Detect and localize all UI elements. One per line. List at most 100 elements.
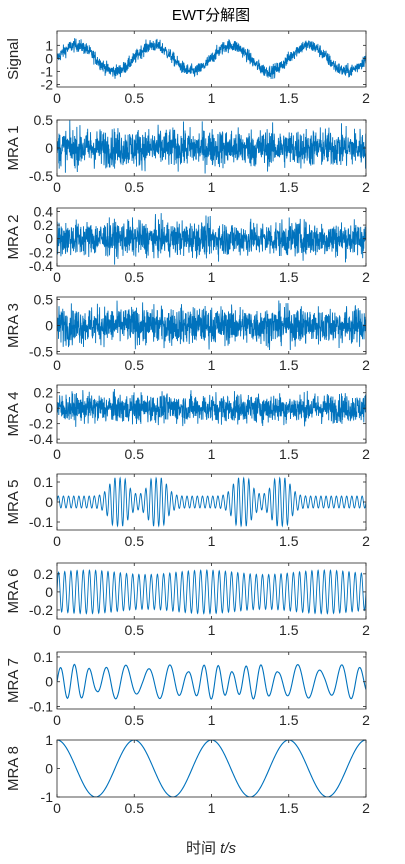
x-tick-label: 0.5 bbox=[125, 533, 145, 549]
y-tick-label: 0.2 bbox=[34, 385, 54, 401]
y-tick-label: -0.5 bbox=[29, 343, 53, 359]
y-tick-label: 0 bbox=[45, 140, 53, 156]
y-tick-label: -1 bbox=[41, 63, 54, 79]
x-tick-label: 1.5 bbox=[279, 533, 299, 549]
x-tick-label: 0 bbox=[53, 179, 61, 195]
y-tick-label: 0 bbox=[45, 50, 53, 66]
x-tick-label: 0.5 bbox=[125, 800, 145, 816]
x-tick-label: 1.5 bbox=[279, 179, 299, 195]
x-tick-label: 0 bbox=[53, 712, 61, 728]
x-tick-label: 2 bbox=[362, 357, 370, 373]
x-tick-label: 1.5 bbox=[279, 357, 299, 373]
axes-box bbox=[56, 651, 367, 710]
x-tick-label: 0.5 bbox=[125, 269, 145, 285]
y-tick-label: 0.2 bbox=[34, 217, 54, 233]
figure-xlabel-var: t/s bbox=[220, 840, 236, 857]
figure-title: EWT分解图 bbox=[172, 7, 250, 24]
x-tick-label: 0 bbox=[53, 446, 61, 462]
y-tick-label: 0 bbox=[45, 674, 53, 690]
y-axis-label: MRA 3 bbox=[5, 303, 22, 348]
x-tick-label: 2 bbox=[362, 446, 370, 462]
x-tick-label: 0.5 bbox=[125, 712, 145, 728]
y-tick-label: 0.1 bbox=[34, 474, 54, 490]
x-tick-label: 1 bbox=[208, 712, 216, 728]
x-tick-label: 2 bbox=[362, 90, 370, 106]
series-line-8 bbox=[57, 663, 366, 700]
y-axis-label: Signal bbox=[5, 38, 22, 80]
x-tick-label: 1 bbox=[208, 179, 216, 195]
y-tick-label: -0.2 bbox=[29, 416, 53, 432]
y-tick-label: -0.1 bbox=[29, 514, 53, 530]
series-line-6 bbox=[57, 476, 366, 528]
y-axis-label: MRA 5 bbox=[5, 479, 22, 524]
y-axis-label: MRA 1 bbox=[5, 125, 22, 170]
series-line-5 bbox=[57, 388, 366, 427]
series-line-9 bbox=[57, 740, 366, 797]
x-tick-label: 1 bbox=[208, 90, 216, 106]
y-tick-label: -1 bbox=[41, 789, 54, 805]
y-tick-label: 0 bbox=[45, 400, 53, 416]
y-axis-label: MRA 8 bbox=[5, 746, 22, 791]
y-axis-label: MRA 2 bbox=[5, 214, 22, 259]
x-tick-label: 0 bbox=[53, 533, 61, 549]
x-tick-label: 1.5 bbox=[279, 622, 299, 638]
x-tick-label: 1 bbox=[208, 533, 216, 549]
y-tick-label: -0.1 bbox=[29, 699, 53, 715]
y-tick-label: 1 bbox=[45, 732, 53, 748]
y-tick-label: 0.5 bbox=[34, 112, 54, 128]
x-tick-label: 0 bbox=[53, 622, 61, 638]
x-tick-label: 1.5 bbox=[279, 446, 299, 462]
figure-xlabel-text: 时间 bbox=[186, 840, 220, 857]
x-tick-label: 1.5 bbox=[279, 269, 299, 285]
y-tick-label: -0.4 bbox=[29, 431, 53, 447]
y-tick-label: 0 bbox=[45, 494, 53, 510]
y-tick-label: 0 bbox=[45, 584, 53, 600]
y-axis-label: MRA 4 bbox=[5, 391, 22, 436]
y-tick-label: 0.5 bbox=[34, 292, 54, 308]
x-tick-label: 2 bbox=[362, 533, 370, 549]
x-tick-label: 1 bbox=[208, 357, 216, 373]
y-tick-label: -2 bbox=[41, 76, 54, 92]
x-tick-label: 2 bbox=[362, 179, 370, 195]
y-tick-label: 0 bbox=[45, 231, 53, 247]
x-tick-label: 0 bbox=[53, 269, 61, 285]
x-tick-label: 0 bbox=[53, 90, 61, 106]
y-tick-label: -0.4 bbox=[29, 258, 53, 274]
x-tick-label: 1 bbox=[208, 269, 216, 285]
series-line-3 bbox=[57, 213, 366, 265]
series-line-7 bbox=[57, 569, 366, 615]
y-tick-label: -0.5 bbox=[29, 168, 53, 184]
x-tick-label: 0.5 bbox=[125, 357, 145, 373]
x-tick-label: 0.5 bbox=[125, 179, 145, 195]
y-axis-label: MRA 6 bbox=[5, 568, 22, 613]
y-tick-label: -0.2 bbox=[29, 602, 53, 618]
y-tick-label: 0.1 bbox=[34, 649, 54, 665]
x-tick-label: 1 bbox=[208, 622, 216, 638]
y-tick-label: 0 bbox=[45, 318, 53, 334]
x-tick-label: 0.5 bbox=[125, 446, 145, 462]
x-tick-label: 0 bbox=[53, 357, 61, 373]
y-tick-label: 0 bbox=[45, 761, 53, 777]
x-tick-label: 2 bbox=[362, 712, 370, 728]
x-tick-label: 1 bbox=[208, 446, 216, 462]
y-tick-label: 0.2 bbox=[34, 566, 54, 582]
figure-xlabel: 时间 t/s bbox=[186, 840, 237, 857]
axes-box bbox=[56, 739, 367, 798]
x-tick-label: 1.5 bbox=[279, 712, 299, 728]
x-tick-label: 0 bbox=[53, 800, 61, 816]
y-tick-label: 0.4 bbox=[34, 203, 54, 219]
x-tick-label: 1.5 bbox=[279, 90, 299, 106]
x-tick-label: 2 bbox=[362, 269, 370, 285]
series-line-1 bbox=[57, 38, 366, 79]
x-tick-label: 2 bbox=[362, 800, 370, 816]
y-tick-label: -0.2 bbox=[29, 244, 53, 260]
y-tick-label: 1 bbox=[45, 37, 53, 53]
